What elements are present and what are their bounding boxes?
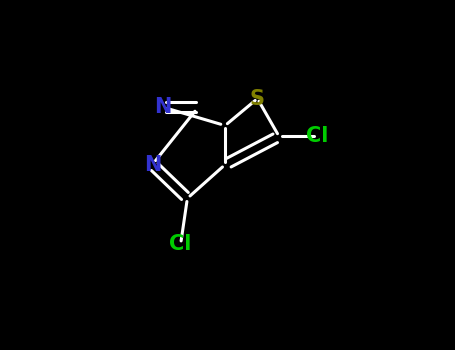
- Text: Cl: Cl: [306, 126, 328, 146]
- Text: S: S: [250, 89, 265, 108]
- Text: N: N: [154, 97, 172, 117]
- Text: Cl: Cl: [169, 234, 192, 254]
- Text: N: N: [144, 155, 161, 175]
